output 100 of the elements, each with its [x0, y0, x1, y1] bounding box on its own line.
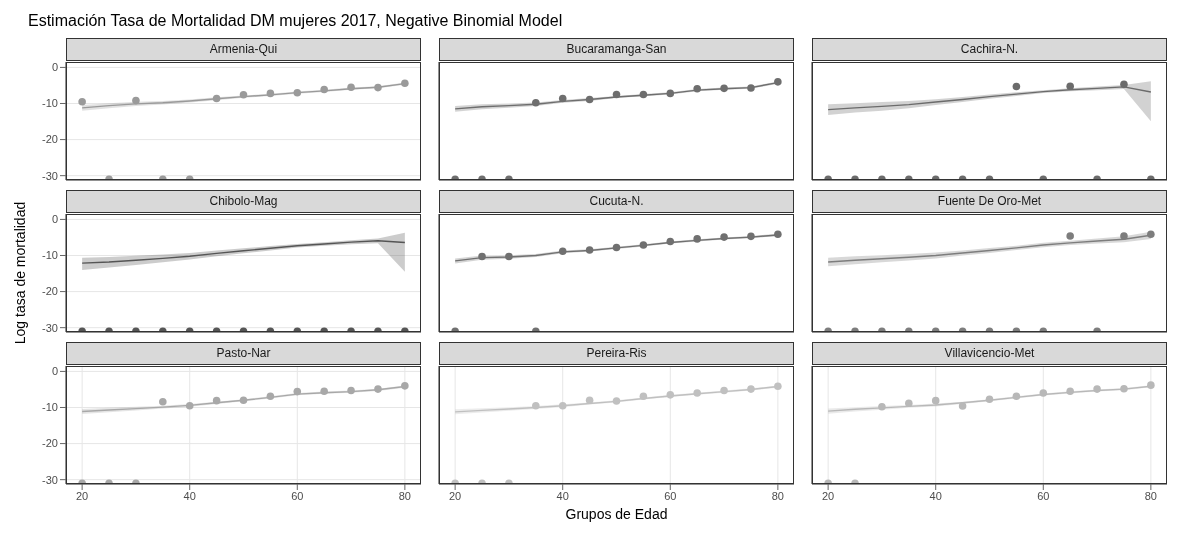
point — [639, 90, 648, 99]
point — [293, 387, 302, 396]
text: Estimación Tasa de Mortalidad DM mujeres 2017, Negative Binomial Model — [28, 12, 563, 30]
point — [774, 382, 782, 390]
point — [401, 79, 409, 88]
chart-title: Villavicencio-Met — [812, 342, 1167, 365]
point — [320, 85, 328, 94]
y-tick-label: -30 — [42, 473, 58, 486]
point — [1120, 80, 1128, 89]
point — [347, 386, 355, 395]
point — [320, 387, 328, 396]
y-tick-label: -20 — [42, 285, 58, 298]
y-tick-label: 0 — [51, 365, 58, 378]
y-tick-label: -20 — [42, 437, 58, 450]
x-tick-label: 60 — [291, 489, 304, 502]
point — [558, 247, 567, 255]
x-tick-label: 80 — [1144, 489, 1157, 502]
point — [401, 382, 409, 390]
point — [293, 88, 302, 97]
point — [212, 94, 221, 103]
y-tick-label: -10 — [42, 401, 58, 414]
chart-title: Cachira-N. — [812, 38, 1167, 61]
chart-title: Pereira-Ris — [439, 342, 794, 365]
point — [1066, 387, 1074, 396]
point — [78, 97, 86, 106]
chart-title: Bucaramanga-San — [439, 38, 794, 61]
point — [1039, 389, 1048, 397]
point — [747, 84, 755, 92]
point — [720, 84, 728, 93]
point — [693, 84, 701, 93]
x-tick-label: 80 — [398, 489, 411, 502]
y-tick-label: 0 — [51, 61, 58, 74]
point — [1012, 392, 1021, 401]
point — [693, 389, 701, 397]
y-tick-label: 0 — [51, 213, 58, 226]
point — [639, 392, 648, 401]
point — [905, 399, 913, 407]
point — [639, 241, 648, 249]
point — [612, 90, 621, 99]
chart-title: Chibolo-Mag — [66, 190, 421, 213]
point — [478, 252, 486, 261]
y-axis-title: Log tasa de mortalidad — [12, 201, 28, 345]
point — [239, 91, 248, 99]
x-tick-label: 80 — [771, 489, 784, 502]
point — [1093, 385, 1101, 393]
x-tick-label: 40 — [929, 489, 942, 502]
point — [212, 396, 221, 405]
point — [612, 243, 621, 252]
chart-title: Fuente De Oro-Met — [812, 190, 1167, 213]
point — [612, 397, 621, 405]
point — [585, 246, 594, 254]
point — [132, 96, 140, 105]
point — [1147, 381, 1155, 389]
point — [558, 94, 567, 103]
chart-title: Armenia-Qui — [66, 38, 421, 61]
y-tick-label: -20 — [42, 133, 58, 146]
chart-title: Cucuta-N. — [439, 190, 794, 213]
point — [239, 396, 248, 405]
point — [374, 83, 382, 92]
point — [747, 385, 755, 393]
x-tick-label: 60 — [664, 489, 677, 502]
x-axis-title: Grupos de Edad — [564, 506, 669, 522]
point — [1012, 82, 1021, 91]
point — [1066, 82, 1074, 90]
point — [266, 89, 275, 98]
point — [985, 395, 994, 403]
point — [878, 403, 886, 411]
x-tick-label: 40 — [183, 489, 196, 502]
y-tick-label: -30 — [42, 169, 58, 182]
point — [774, 230, 782, 238]
point — [666, 391, 675, 399]
x-tick-label: 20 — [449, 489, 462, 502]
point — [505, 252, 513, 261]
point — [720, 233, 728, 241]
point — [532, 99, 540, 107]
point — [532, 401, 540, 410]
y-tick-label: -30 — [42, 321, 58, 334]
point — [266, 392, 275, 401]
x-tick-label: 20 — [822, 489, 835, 502]
chart-title: Pasto-Nar — [66, 342, 421, 365]
point — [185, 401, 194, 410]
point — [159, 397, 167, 406]
point — [958, 402, 967, 410]
point — [720, 386, 728, 395]
point — [1120, 384, 1128, 393]
y-tick-label: -10 — [42, 97, 58, 110]
x-tick-label: 60 — [1037, 489, 1050, 502]
line-series — [81, 240, 406, 264]
point — [931, 396, 940, 405]
point — [585, 95, 594, 104]
point — [774, 78, 782, 86]
x-tick-label: 20 — [76, 489, 89, 502]
point — [693, 235, 701, 243]
point — [747, 232, 755, 241]
x-tick-label: 40 — [556, 489, 569, 502]
point — [558, 401, 567, 410]
point — [666, 237, 675, 246]
point — [374, 385, 382, 393]
point — [666, 89, 675, 98]
y-tick-label: -10 — [42, 249, 58, 262]
